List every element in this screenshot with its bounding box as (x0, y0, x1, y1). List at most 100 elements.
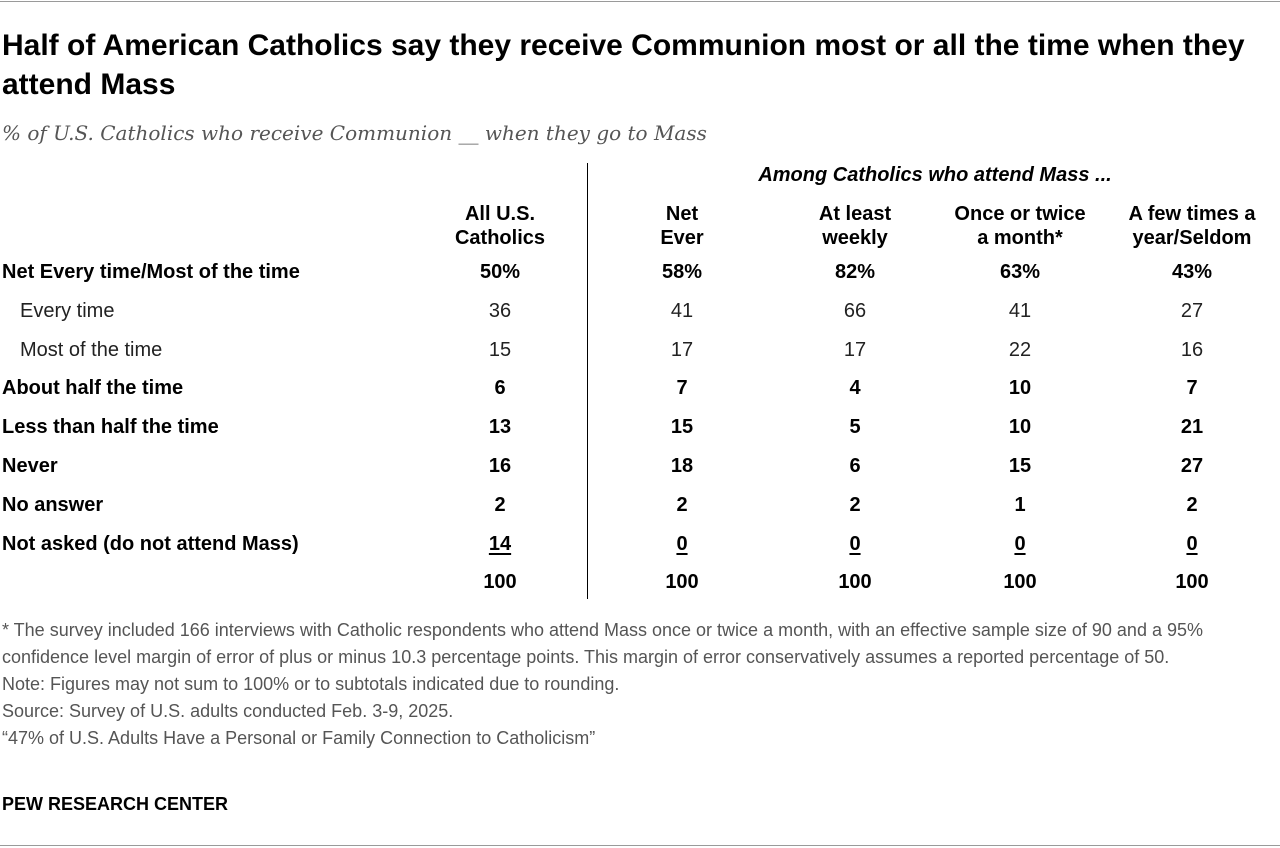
cell-value: 2 (1186, 494, 1198, 516)
table-cell: 2 (1132, 492, 1252, 518)
table-cell: 15 (960, 453, 1080, 479)
table-cell: 5 (795, 414, 915, 440)
row-label: About half the time (2, 377, 184, 399)
organization-name: PEW RESEARCH CENTER (2, 794, 229, 814)
table-cell: 15 (622, 414, 742, 440)
column-header: Net Ever (597, 202, 767, 250)
column-header-line: Ever (660, 227, 704, 249)
table-cell: 2 (440, 492, 560, 518)
table-cell: 43% (1132, 259, 1252, 285)
cell-value: 2 (849, 494, 861, 516)
table-cell: 16 (440, 453, 560, 479)
table-cell: 14 (440, 531, 560, 557)
table-cell: 22 (960, 337, 1080, 363)
group-header: Among Catholics who attend Mass ... (758, 164, 1112, 186)
row-label: Net Every time/Most of the time (2, 261, 300, 283)
cell-value: 82% (834, 261, 876, 283)
table-cell: 7 (1132, 375, 1252, 401)
cell-value: 58% (661, 261, 703, 283)
bottom-rule (0, 845, 1280, 846)
cell-value: 100 (1003, 571, 1037, 593)
table-cell: 17 (795, 337, 915, 363)
chart-title: Half of American Catholics say they rece… (2, 29, 1245, 101)
cell-value: 5 (849, 416, 861, 438)
table-cell: 27 (1132, 453, 1252, 479)
cell-value: 15 (1008, 455, 1032, 477)
table-cell: 66 (795, 298, 915, 324)
table-cell: 82% (795, 259, 915, 285)
cell-value: 16 (488, 455, 512, 477)
table-cell: 50% (440, 259, 560, 285)
table-cell: 100 (622, 569, 742, 595)
table-cell: 13 (440, 414, 560, 440)
row-label: Every time (20, 300, 115, 322)
table-cell: 2 (622, 492, 742, 518)
column-header-line: Net (665, 203, 699, 225)
table-cell: 4 (795, 375, 915, 401)
cell-value: 41 (670, 300, 694, 322)
table-cell: 6 (795, 453, 915, 479)
cell-value: 10 (1008, 377, 1032, 399)
cell-value: 7 (676, 377, 688, 399)
cell-value: 2 (494, 494, 506, 516)
table-cell: 17 (622, 337, 742, 363)
cell-value: 36 (488, 300, 512, 322)
row-label: Not asked (do not attend Mass) (2, 533, 299, 555)
cell-value: 6 (849, 455, 861, 477)
column-header-line: Once or twice (954, 203, 1086, 225)
table-cell: 0 (795, 531, 915, 557)
cell-value: 14 (488, 533, 512, 555)
cell-value: 66 (843, 300, 867, 322)
column-header-line: All U.S. (464, 203, 535, 225)
table-cell: 0 (622, 531, 742, 557)
table-cell: 100 (1132, 569, 1252, 595)
cell-value: 41 (1008, 300, 1032, 322)
cell-value: 4 (849, 377, 861, 399)
cell-value: 43% (1171, 261, 1213, 283)
cell-value: 15 (670, 416, 694, 438)
table-cell: 21 (1132, 414, 1252, 440)
table-cell: 6 (440, 375, 560, 401)
table-cell: 41 (622, 298, 742, 324)
column-header-line: At least (818, 203, 892, 225)
column-header: All U.S. Catholics (415, 202, 585, 250)
cell-value: 1 (1014, 494, 1026, 516)
table-cell: 58% (622, 259, 742, 285)
table-cell: 7 (622, 375, 742, 401)
table-cell: 18 (622, 453, 742, 479)
column-header-line: a month* (977, 227, 1063, 249)
cell-value: 63% (999, 261, 1041, 283)
cell-value: 13 (488, 416, 512, 438)
cell-value: 17 (670, 339, 694, 361)
cell-value: 6 (494, 377, 506, 399)
footnote-note: Note: Figures may not sum to 100% or to … (2, 674, 620, 694)
cell-value: 27 (1180, 300, 1204, 322)
table-cell: 36 (440, 298, 560, 324)
cell-value: 0 (1014, 533, 1026, 555)
cell-value: 0 (1186, 533, 1198, 555)
footnote-report: “47% of U.S. Adults Have a Personal or F… (2, 728, 596, 748)
table-cell: 100 (960, 569, 1080, 595)
cell-value: 16 (1180, 339, 1204, 361)
cell-value: 21 (1180, 416, 1204, 438)
cell-value: 100 (483, 571, 517, 593)
table-cell: 41 (960, 298, 1080, 324)
table-cell: 1 (960, 492, 1080, 518)
cell-value: 27 (1180, 455, 1204, 477)
column-header-line: weekly (822, 227, 888, 249)
row-label: Less than half the time (2, 416, 219, 438)
cell-value: 18 (670, 455, 694, 477)
cell-value: 100 (1175, 571, 1209, 593)
chart-subtitle: % of U.S. Catholics who receive Communio… (2, 121, 707, 145)
cell-value: 0 (676, 533, 688, 555)
column-header: Once or twice a month* (935, 202, 1105, 250)
table-cell: 2 (795, 492, 915, 518)
row-label: No answer (2, 494, 104, 516)
cell-value: 10 (1008, 416, 1032, 438)
table-cell: 10 (960, 375, 1080, 401)
cell-value: 17 (843, 339, 867, 361)
cell-value: 100 (665, 571, 699, 593)
row-label: Most of the time (20, 339, 163, 361)
table-cell: 0 (960, 531, 1080, 557)
footnote-asterisk: * The survey included 166 interviews wit… (2, 620, 1203, 667)
